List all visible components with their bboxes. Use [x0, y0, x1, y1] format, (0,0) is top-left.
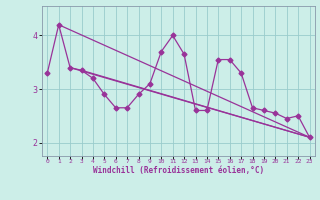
X-axis label: Windchill (Refroidissement éolien,°C): Windchill (Refroidissement éolien,°C) — [93, 166, 264, 175]
